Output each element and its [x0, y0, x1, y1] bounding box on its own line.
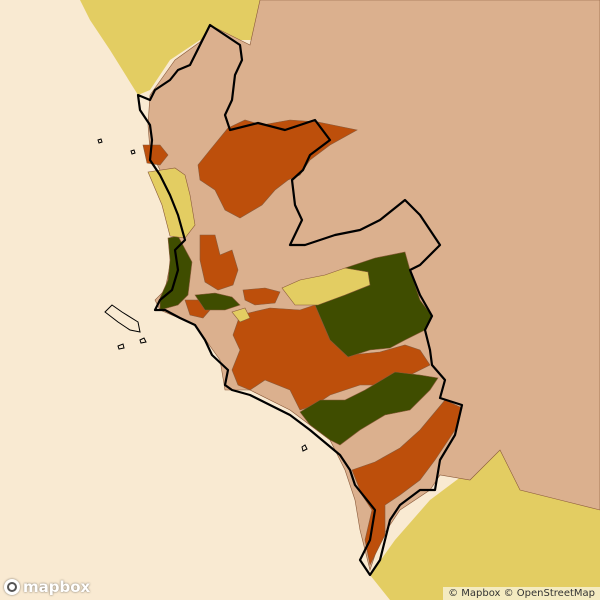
island-small-3 — [301, 444, 308, 452]
district-mid-2 — [281, 267, 371, 306]
mapbox-logo-text: mapbox — [23, 578, 91, 596]
island-san-lorenzo — [104, 304, 141, 333]
district-high-4 — [242, 287, 281, 306]
island-small-2 — [139, 337, 147, 344]
district-high-2 — [199, 234, 239, 291]
island-small-1 — [117, 343, 125, 350]
district-low-4 — [194, 292, 241, 311]
district-high-1 — [197, 119, 358, 219]
map-attribution[interactable]: © Mapbox © OpenStreetMap — [443, 587, 600, 600]
district-low-3 — [299, 371, 439, 446]
mapbox-logo-icon — [4, 579, 20, 595]
department-boundary — [136, 23, 464, 577]
district-mid-1 — [147, 167, 196, 239]
district-high-6 — [351, 399, 463, 566]
island-small-4 — [130, 149, 136, 155]
island-small-5 — [97, 138, 103, 144]
district-low-2 — [314, 251, 433, 358]
district-mid-3 — [231, 307, 251, 323]
mapbox-logo[interactable]: mapbox — [4, 578, 90, 596]
